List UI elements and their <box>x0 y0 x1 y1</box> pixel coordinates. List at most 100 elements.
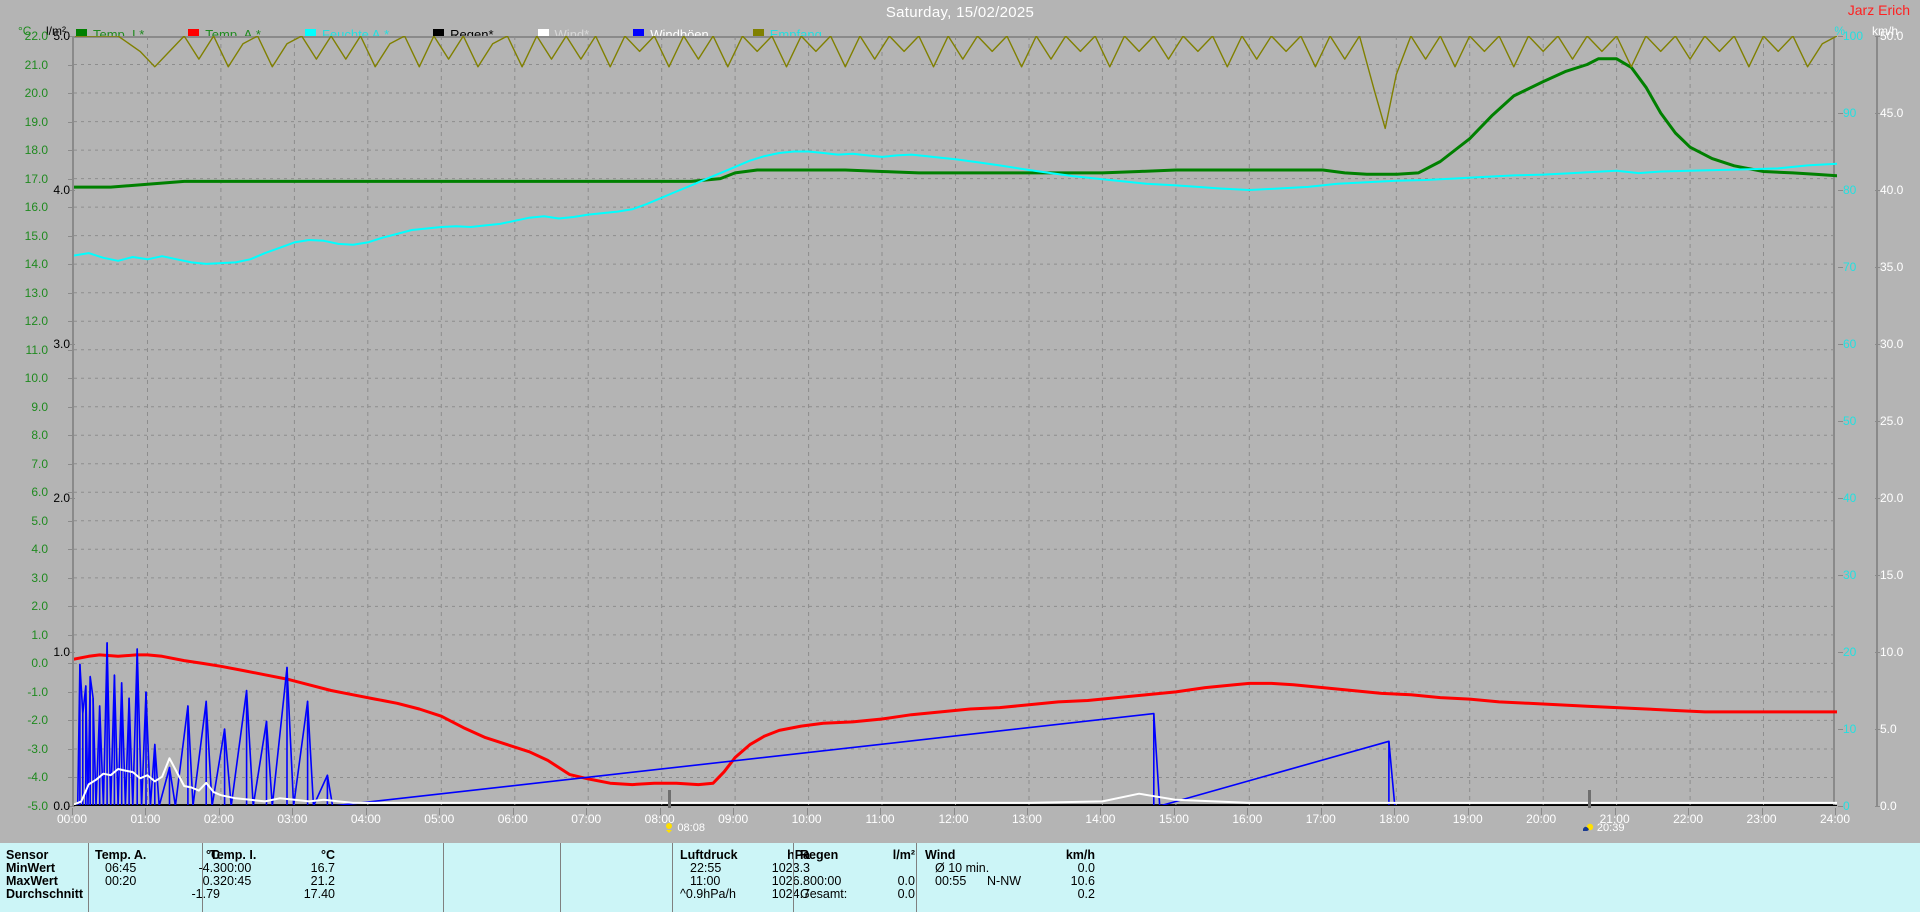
tick-humidity-80-mark <box>1838 190 1843 191</box>
table-min-time-temp-outdoor: 06:45 <box>105 861 137 875</box>
tick-rain-3-mark <box>70 344 75 345</box>
tick-time-0400: 04:00 <box>350 812 381 826</box>
tick-celsius--4-mark <box>68 777 73 779</box>
tick-time-2000: 20:00 <box>1526 812 1557 826</box>
tick-time-mark-14 <box>1100 808 1102 815</box>
table-avg-label-pressure: ^0.9hPa/h <box>680 887 736 901</box>
table-min-value-temp-indoor: 16.7 <box>310 861 335 875</box>
tick-humidity-20-mark <box>1838 652 1843 653</box>
sunset-icon <box>1582 822 1595 833</box>
legend-swatch-rain <box>433 29 445 40</box>
tick-humidity-30: 30 <box>1843 568 1857 582</box>
tick-celsius--2: -2.0 <box>27 713 48 728</box>
tick-time-0900: 09:00 <box>718 812 749 826</box>
tick-humidity-30-mark <box>1838 575 1843 576</box>
tick-time-1400: 14:00 <box>1085 812 1116 826</box>
tick-wind-0-mark <box>1875 806 1880 807</box>
tick-celsius-10-mark <box>68 378 73 380</box>
tick-celsius-1-mark <box>68 634 73 636</box>
tick-celsius-9-mark <box>68 406 73 408</box>
legend-swatch-wind-gusts <box>633 29 645 40</box>
tick-celsius-10: 10.0 <box>24 371 48 386</box>
tick-rain-5: 5.0 <box>53 29 70 43</box>
tick-celsius-8: 8.0 <box>31 428 48 443</box>
tick-celsius-8-mark <box>68 435 73 437</box>
tick-rain-1: 1.0 <box>53 645 70 659</box>
tick-humidity-100: 100 <box>1843 29 1864 43</box>
tick-humidity-50: 50 <box>1843 414 1857 428</box>
table-avg-value-wind: 0.2 <box>1077 887 1095 901</box>
table-header-rain: Regen <box>800 848 839 862</box>
tick-wind-15: 15.0 <box>1880 568 1904 582</box>
tick-rain-3: 3.0 <box>53 337 70 351</box>
tick-celsius--3: -3.0 <box>27 741 48 756</box>
tick-celsius-9: 9.0 <box>31 399 48 414</box>
tick-rain-2: 2.0 <box>53 491 70 505</box>
table-min-time-wind: Ø 10 min. <box>935 861 990 875</box>
table-min-time-temp-indoor: 00:00 <box>220 861 252 875</box>
tick-time-mark-24 <box>1835 808 1836 815</box>
tick-rain-4-mark <box>70 190 75 191</box>
tick-celsius-21-mark <box>68 64 73 66</box>
table-separator-rain <box>793 843 794 912</box>
tick-time-mark-21 <box>1614 808 1616 815</box>
table-max-value-rain: 0.0 <box>897 874 915 888</box>
axis-unit-celsius: °C <box>18 24 32 38</box>
table-max-time-wind: 00:55 <box>935 874 967 888</box>
table-unit-rain: l/m² <box>892 848 915 862</box>
tick-humidity-70-mark <box>1838 267 1843 268</box>
chart-plot-area[interactable] <box>72 36 1837 806</box>
tick-humidity-90-mark <box>1838 113 1843 114</box>
tick-celsius-12-mark <box>68 321 73 323</box>
tick-celsius--1: -1.0 <box>27 684 48 699</box>
tick-wind-5: 5.0 <box>1880 722 1897 736</box>
tick-rain-2-mark <box>70 498 75 499</box>
tick-celsius-15: 15.0 <box>24 228 48 243</box>
tick-rain-5-mark <box>70 36 75 37</box>
tick-time-1900: 19:00 <box>1452 812 1483 826</box>
tick-time-mark-18 <box>1394 808 1396 815</box>
summary-table: Sensor MinWert MaxWert Durchschnitt Temp. A.… <box>0 843 1920 912</box>
table-avg-label-rain: Gesamt: <box>800 887 848 901</box>
tick-time-2100: 21:00 <box>1599 812 1630 826</box>
tick-celsius--3-mark <box>68 748 73 750</box>
tick-time-0200: 02:00 <box>203 812 234 826</box>
table-max-value-pressure: 1026.8 <box>771 874 810 888</box>
tick-time-1800: 18:00 <box>1379 812 1410 826</box>
sunrise-time: 08:08 <box>677 822 705 834</box>
tick-humidity-50-mark <box>1838 421 1843 422</box>
table-max-time-rain: 00:00 <box>810 874 842 888</box>
tick-celsius-13: 13.0 <box>24 285 48 300</box>
table-max-time-temp-outdoor: 00:20 <box>105 874 137 888</box>
tick-celsius-3-mark <box>68 577 73 579</box>
tick-wind-25: 25.0 <box>1880 414 1904 428</box>
table-separator-wind <box>916 843 917 912</box>
table-row-label-durchschnitt: Durchschnitt <box>6 887 84 901</box>
tick-humidity-10-mark <box>1838 729 1843 730</box>
tick-celsius-20-mark <box>68 93 73 95</box>
table-separator-pressure <box>672 843 673 912</box>
tick-time-mark-9 <box>733 808 735 815</box>
wind-axis-spine <box>1876 36 1878 806</box>
tick-time-mark-6 <box>512 808 514 815</box>
table-max-time-temp-indoor: 20:45 <box>220 874 252 888</box>
tick-time-1000: 10:00 <box>791 812 822 826</box>
table-min-time-pressure: 22:55 <box>690 861 722 875</box>
tick-time-mark-16 <box>1247 808 1249 815</box>
tick-celsius-1: 1.0 <box>31 627 48 642</box>
tick-rain-0-mark <box>70 806 75 807</box>
tick-time-mark-7 <box>586 808 588 815</box>
tick-time-1500: 15:00 <box>1158 812 1189 826</box>
table-header-temp-indoor: Temp. I. <box>210 848 257 862</box>
table-avg-value-rain: 0.0 <box>897 887 915 901</box>
table-min-value-temp-outdoor: -4.3 <box>198 861 220 875</box>
tick-wind-45: 45.0 <box>1880 106 1904 120</box>
sunrise-label: 08:08 <box>663 822 705 834</box>
tick-time-0500: 05:00 <box>424 812 455 826</box>
tick-time-mark-2 <box>218 808 220 815</box>
tick-celsius-14-mark <box>68 264 73 266</box>
tick-time-2400: 24:00 <box>1819 812 1851 826</box>
axis-unit-rain: l/m² <box>46 24 66 38</box>
tick-celsius-7-mark <box>68 463 73 465</box>
tick-celsius-6-mark <box>68 492 73 494</box>
